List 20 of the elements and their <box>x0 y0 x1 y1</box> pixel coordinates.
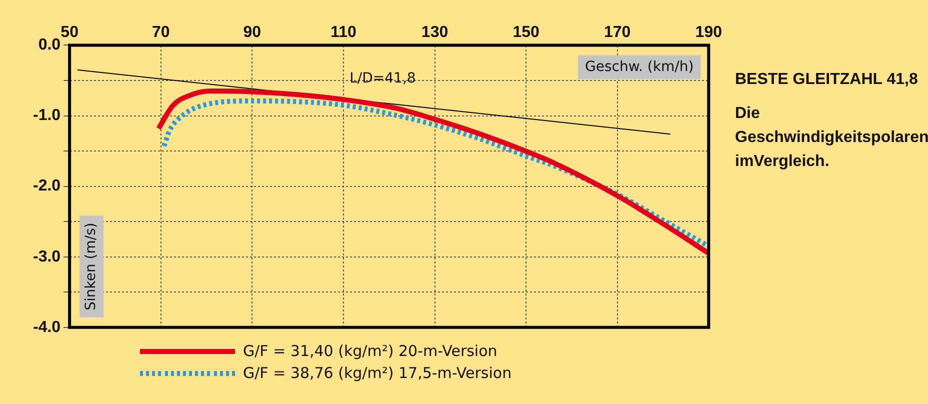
x-tick-label: 170 <box>604 24 631 42</box>
annotation: L/D=41,8 <box>350 70 416 87</box>
x-tick-label: 130 <box>421 24 448 42</box>
x-axis-title: Geschw. (km/h) <box>585 58 694 75</box>
y-tick-label: -4.0 <box>32 318 61 336</box>
legend-label: G/F = 31,40 (kg/m²) 20-m-Version <box>243 342 498 360</box>
x-tick-label: 190 <box>695 24 722 42</box>
y-tick-label: -3.0 <box>32 248 61 266</box>
x-tick-label: 90 <box>243 24 262 42</box>
y-tick-label: -1.0 <box>32 107 61 124</box>
x-tick-label: 50 <box>60 24 79 42</box>
y-tick-label: -2.0 <box>32 178 61 195</box>
x-tick-label: 150 <box>512 24 540 42</box>
y-axis-title: Sinken (m/s) <box>83 222 100 310</box>
text: BESTE GLEITZAHL 41,8 <box>735 70 919 90</box>
x-tick-label: 70 <box>152 24 170 42</box>
x-tick-label: 110 <box>330 24 356 42</box>
legend-label: G/F = 38,76 (kg/m²) 17,5-m-Version <box>243 364 512 382</box>
y-tick-label: 0.0 <box>38 36 61 54</box>
text: Die Geschwindigkeitspolaren imVergleich. <box>735 104 928 172</box>
